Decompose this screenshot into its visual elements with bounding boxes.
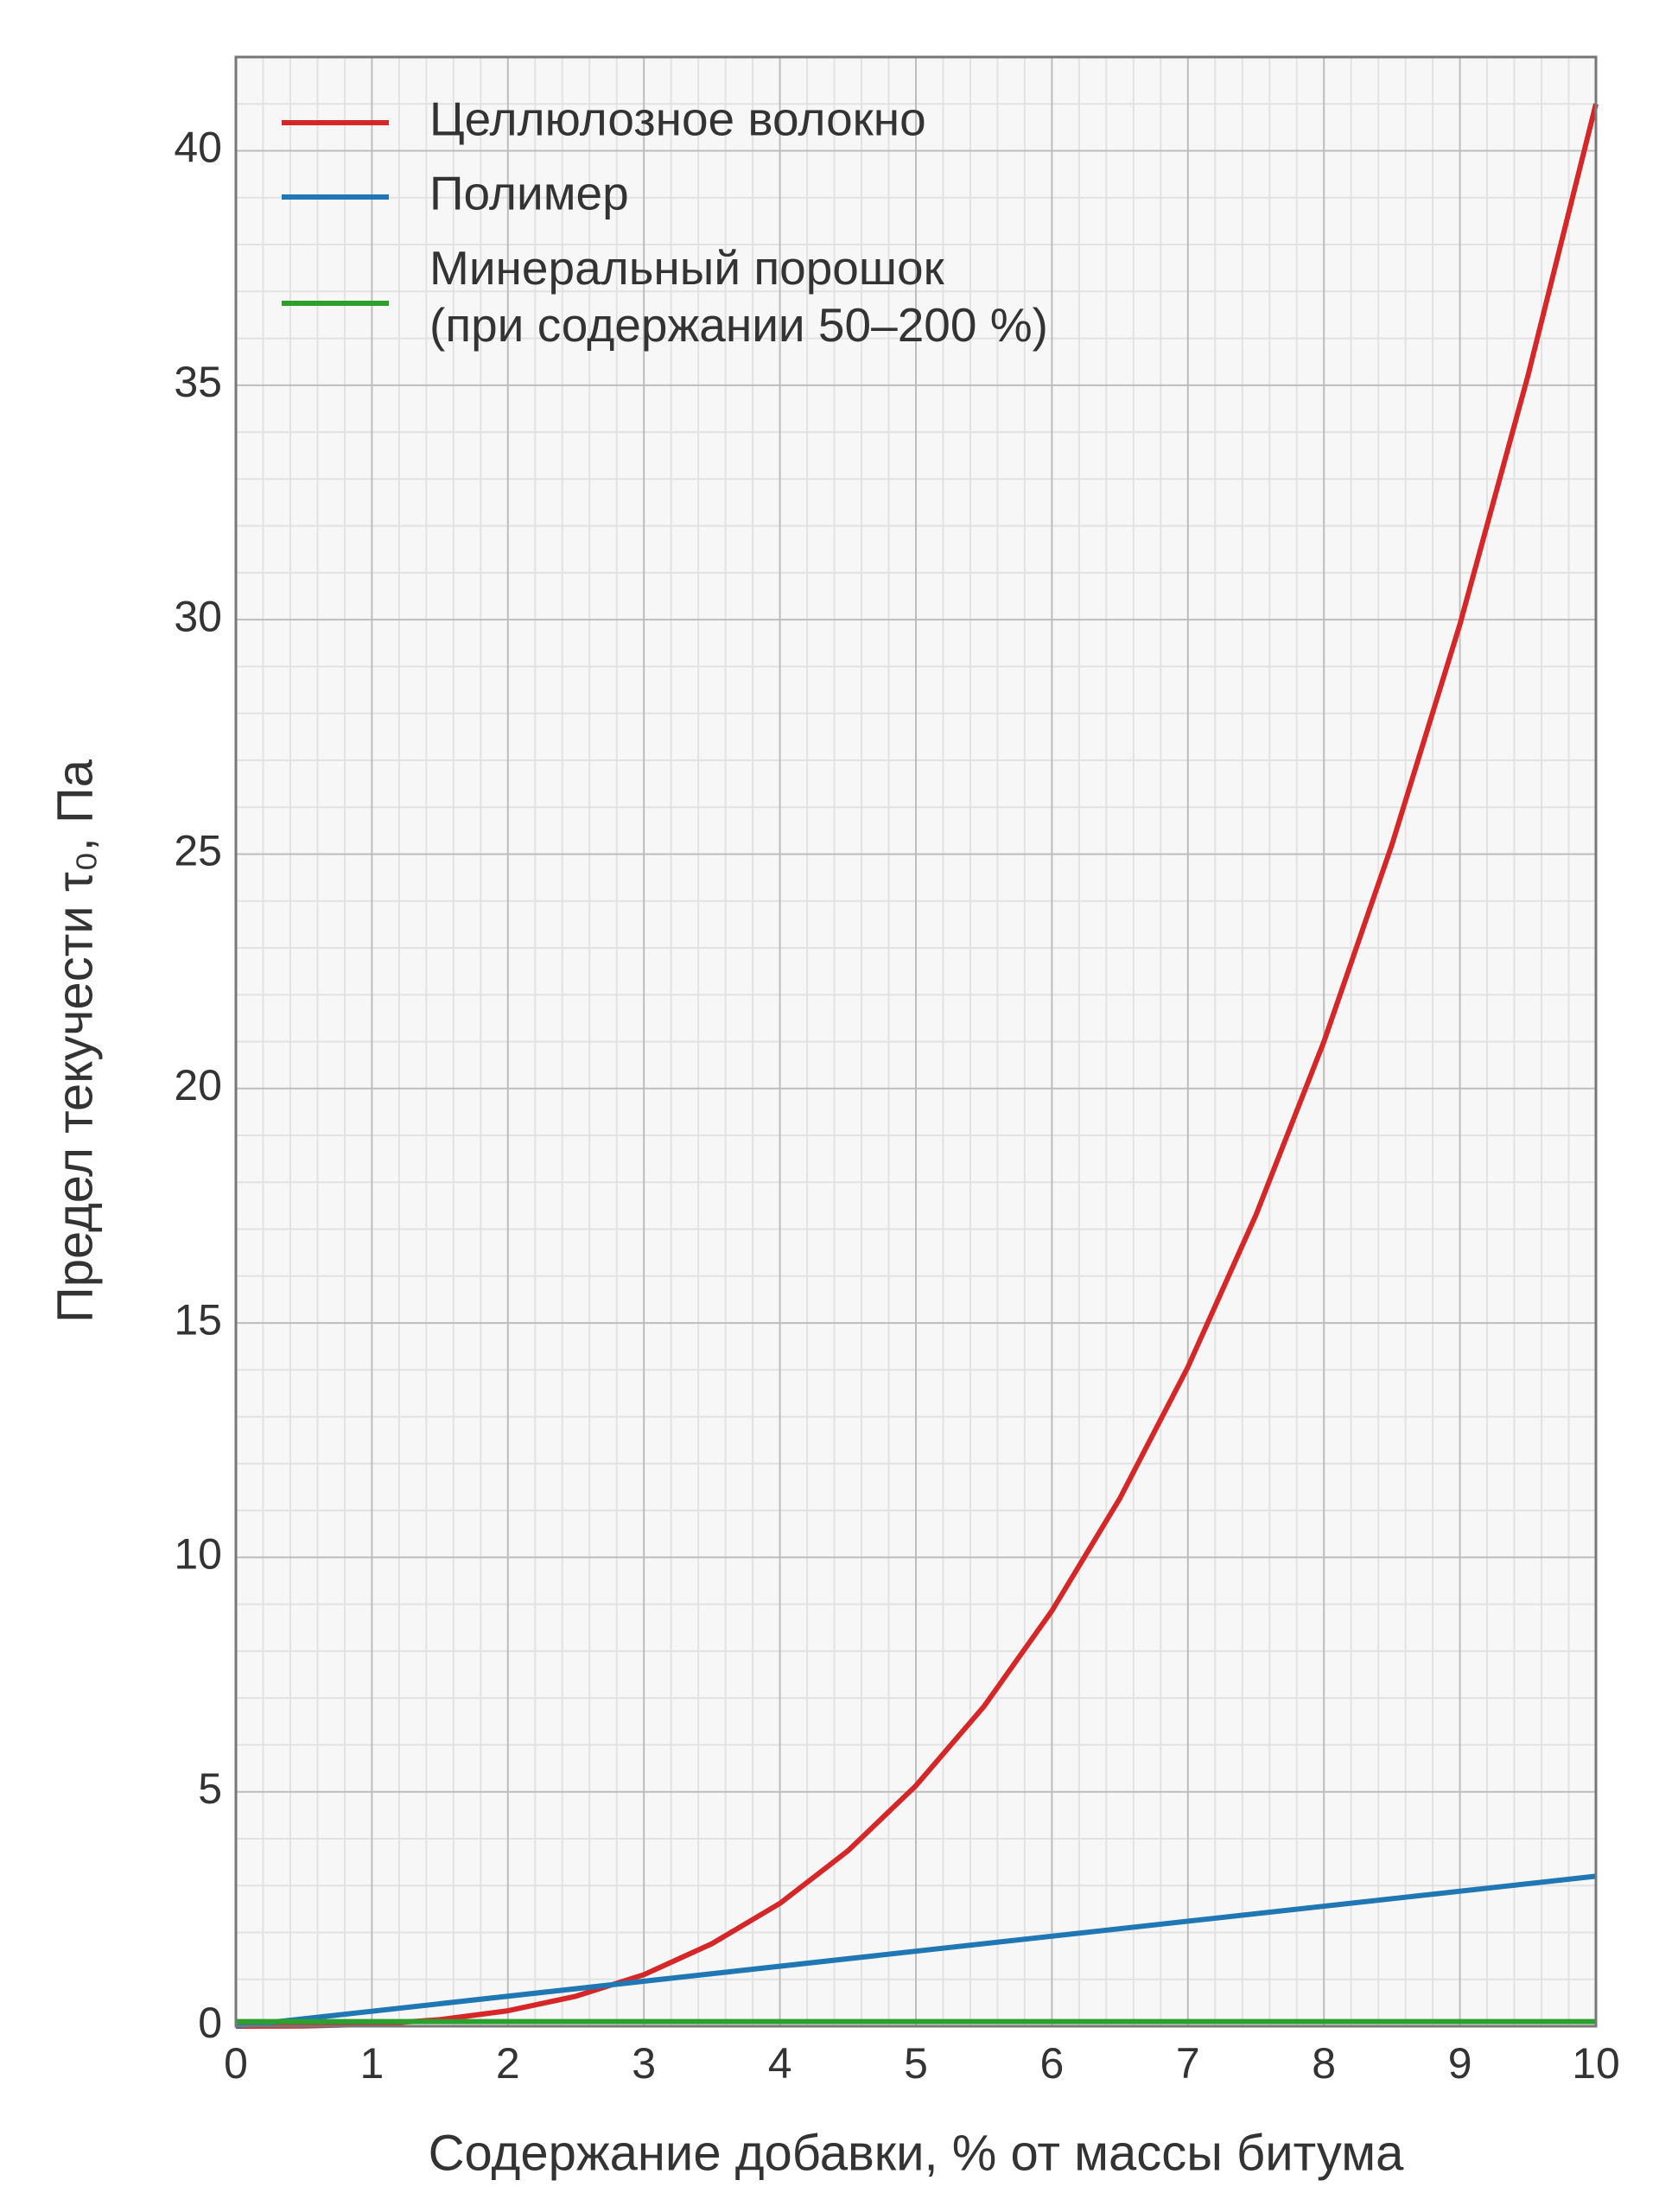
series-line — [235, 103, 1599, 2029]
lines — [235, 103, 1599, 2029]
y-tick-label: 10 — [174, 1530, 222, 1579]
x-axis-label: Содержание добавки, % от массы битума — [429, 2125, 1404, 2181]
series-line — [235, 1873, 1597, 2029]
y-axis-label: Предел текучести τ₀, Па — [47, 759, 103, 1323]
x-tick-label: 1 — [359, 2039, 384, 2088]
y-tick-label: 15 — [174, 1295, 222, 1344]
y-tick-label: 5 — [198, 1764, 222, 1813]
x-tick-label: 6 — [1039, 2039, 1064, 2088]
y-tick-label: 25 — [174, 827, 222, 875]
y-tick-label: 40 — [174, 124, 222, 172]
y-tick-label: 20 — [174, 1061, 222, 1109]
x-tick-label: 7 — [1176, 2039, 1200, 2088]
x-tick-label: 3 — [632, 2039, 656, 2088]
x-tick-label: 0 — [224, 2039, 248, 2088]
y-tick-label: 30 — [174, 592, 222, 640]
x-tick-label: 9 — [1448, 2039, 1472, 2088]
plot-border — [234, 55, 1598, 2028]
legend-label-line: (при содержании 50–200 %) — [429, 298, 1048, 352]
y-tick-label: 0 — [198, 1999, 222, 2047]
x-tick-label: 8 — [1312, 2039, 1336, 2088]
legend-label: Полимер — [429, 167, 629, 220]
legend-label: Минеральный порошок (при содержании 50–20… — [429, 241, 1048, 352]
legend-label: Целлюлозное волокно — [429, 92, 926, 146]
grid — [235, 57, 1597, 2027]
x-tick-label: 5 — [904, 2039, 928, 2088]
x-tick-label: 4 — [768, 2039, 792, 2088]
y-tick-label: 35 — [174, 358, 222, 406]
x-tick-label: 10 — [1572, 2039, 1620, 2088]
legend-label-line: Минеральный порошок — [429, 241, 945, 295]
x-tick-label: 2 — [496, 2039, 520, 2088]
